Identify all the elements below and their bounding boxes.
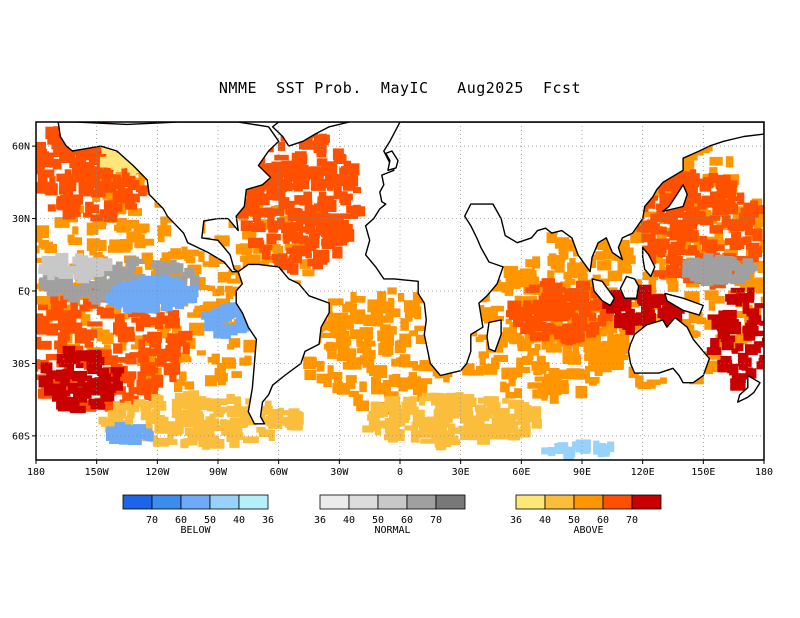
field-peru-blue bbox=[200, 302, 250, 339]
colorbar-normal: 36 40 50 60 70 NORMAL bbox=[314, 494, 466, 536]
field-tasman-darkred bbox=[706, 287, 764, 391]
lon-tick-label: 150W bbox=[85, 467, 110, 478]
colorbar-label: 40 bbox=[539, 515, 551, 526]
land-greenland bbox=[271, 122, 351, 147]
land-britain bbox=[385, 150, 399, 172]
colorbar-swatch bbox=[209, 494, 240, 510]
grid-lines bbox=[36, 122, 764, 460]
colorbar-above: 36 40 50 60 70 ABOVE bbox=[510, 494, 662, 536]
lon-tick-label: 150E bbox=[691, 467, 715, 478]
land-south-america bbox=[235, 263, 330, 425]
colorbar-swatch bbox=[377, 494, 408, 510]
land-masses bbox=[57, 122, 764, 425]
colorbar-swatch bbox=[544, 494, 575, 510]
colorbar-swatch bbox=[631, 494, 662, 510]
land-japan bbox=[662, 184, 688, 213]
colorbar-label: 40 bbox=[343, 515, 355, 526]
colorbar-below: 70 60 50 40 36 BELOW bbox=[122, 494, 274, 536]
lon-tick-label: 90W bbox=[209, 467, 228, 478]
colorbar-label: 70 bbox=[146, 515, 158, 526]
colorbar-swatch bbox=[319, 494, 350, 510]
colorbar-swatch bbox=[122, 494, 153, 510]
lat-tick-label: 30N bbox=[12, 214, 30, 225]
colorbar-swatch bbox=[348, 494, 379, 510]
land-africa-eurasia bbox=[364, 122, 764, 377]
lon-tick-label: 90E bbox=[573, 467, 591, 478]
colorbar-label: 36 bbox=[262, 515, 274, 526]
colorbar-label: 50 bbox=[568, 515, 580, 526]
field-antarctic-blue bbox=[541, 439, 615, 460]
colorbar-label: 60 bbox=[597, 515, 609, 526]
lon-tick-label: 60E bbox=[512, 467, 530, 478]
field-wpac-gray bbox=[682, 253, 758, 287]
lon-tick-label: 0 bbox=[397, 467, 403, 478]
colorbar-label: 50 bbox=[204, 515, 216, 526]
field-southern2-yellow bbox=[362, 392, 542, 451]
colorbar-swatch bbox=[573, 494, 604, 510]
land-philippines bbox=[642, 246, 656, 278]
land-north-america bbox=[57, 122, 280, 273]
lon-tick-label: 30E bbox=[452, 467, 470, 478]
land-new-guinea bbox=[664, 292, 704, 316]
field-southern-blue bbox=[105, 422, 154, 445]
colorbar-label: 60 bbox=[175, 515, 187, 526]
colorbar-label: 50 bbox=[372, 515, 384, 526]
lon-tick-label: 60W bbox=[270, 467, 289, 478]
colorbar-label: 36 bbox=[314, 515, 326, 526]
colorbar-label: 36 bbox=[510, 515, 522, 526]
colorbar-swatch bbox=[515, 494, 546, 510]
map-title: NMME SST Prob. MayIC Aug2025 Fcst bbox=[218, 79, 582, 97]
colorbar-swatch bbox=[180, 494, 211, 510]
colorbar-swatch bbox=[406, 494, 437, 510]
lon-tick-label: 120E bbox=[631, 467, 655, 478]
lon-tick-label: 180 bbox=[27, 467, 45, 478]
land-sumatra bbox=[591, 278, 616, 307]
colorbar-label: 60 bbox=[401, 515, 413, 526]
land-new-zealand bbox=[737, 374, 761, 403]
colorbar-swatch bbox=[151, 494, 182, 510]
lon-tick-label: 180 bbox=[755, 467, 773, 478]
lon-tick-label: 120W bbox=[145, 467, 170, 478]
field-eqpac-lightgray bbox=[38, 252, 113, 284]
lat-tick-label: 60S bbox=[12, 431, 30, 442]
colorbar-title: BELOW bbox=[180, 525, 211, 536]
axis-ticks: 60N 30N EQ 30S 60S 180 150W 120W 90W 60W 30W 0 30E 60… bbox=[12, 142, 773, 478]
colorbar-swatch bbox=[435, 494, 466, 510]
lon-tick-label: 30W bbox=[330, 467, 349, 478]
colorbar-label: 70 bbox=[430, 515, 442, 526]
lat-tick-label: 60N bbox=[12, 142, 30, 153]
lat-tick-label: 30S bbox=[12, 359, 30, 370]
land-madagascar bbox=[486, 319, 502, 353]
colorbar-title: NORMAL bbox=[374, 525, 410, 536]
field-eqpac-blue bbox=[104, 274, 199, 314]
colorbar-swatch bbox=[602, 494, 633, 510]
colorbar-label: 70 bbox=[626, 515, 638, 526]
land-indonesia-borneo bbox=[619, 275, 640, 299]
colorbar-title: ABOVE bbox=[573, 525, 603, 536]
colorbar-label: 40 bbox=[233, 515, 245, 526]
colorbar-swatch bbox=[238, 494, 269, 510]
land-australia bbox=[627, 316, 711, 384]
lat-tick-label: EQ bbox=[18, 287, 30, 298]
